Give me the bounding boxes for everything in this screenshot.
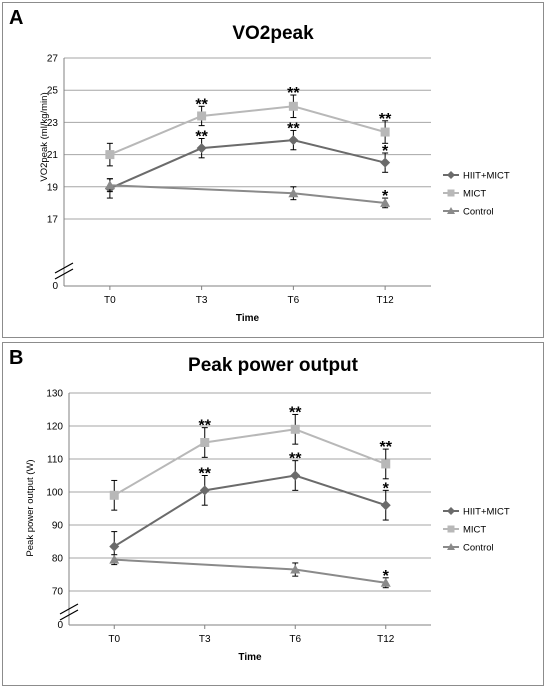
significance-mark: ** (289, 404, 302, 421)
data-point (290, 424, 300, 434)
y-tick-label: 70 (52, 587, 64, 598)
y-axis-title: VO2peak (ml/kg/min) (39, 92, 50, 181)
y-tick-label: 90 (52, 521, 64, 532)
data-point (290, 564, 301, 574)
legend-marker (447, 543, 455, 550)
significance-mark: ** (287, 85, 300, 102)
data-point (380, 127, 390, 137)
legend-label: MICT (463, 189, 486, 200)
y-tick-label: 23 (47, 118, 59, 129)
significance-mark: * (382, 143, 389, 160)
power-chart: 0 70 80 90 100 110 120 130 T0 T3 T6 T12 Time Peak pow… (25, 389, 510, 664)
significance-mark: * (383, 480, 390, 497)
data-point (380, 577, 391, 587)
legend-marker (447, 171, 455, 179)
y-tick-label: 100 (46, 488, 63, 499)
vo2peak-chart: 0 17 19 21 23 25 27 T0 T3 T6 T12 Time VO2peak (ml/kg… (39, 54, 510, 325)
significance-mark: ** (379, 111, 392, 128)
y-tick-label: 21 (47, 150, 59, 161)
significance-mark: ** (195, 96, 208, 113)
x-tick-label: T6 (288, 295, 300, 306)
significance-mark: ** (287, 120, 300, 137)
x-tick-label: T6 (289, 634, 301, 645)
series-line (109, 184, 386, 204)
axis-break-mark (54, 268, 74, 280)
panel-a: A VO2peak 0 17 19 21 23 25 27 T0 T3 T6 T12 Time VO2p… (2, 2, 544, 338)
chart-title: Peak power output (188, 355, 358, 376)
series-line (109, 105, 386, 156)
x-tick-label: T12 (377, 295, 395, 306)
legend-label: Control (463, 543, 494, 554)
x-axis-title: Time (238, 652, 262, 663)
series-line (113, 428, 387, 497)
legend-label: HIIT+MICT (463, 171, 510, 182)
series-line (113, 474, 387, 548)
data-point (380, 500, 391, 511)
data-point (380, 157, 391, 168)
axis-break-mark (59, 603, 79, 615)
y-tick-label: 19 (47, 182, 59, 193)
x-tick-label: T12 (377, 634, 395, 645)
data-point (196, 143, 207, 154)
data-point (288, 135, 299, 146)
axis-break-mark (59, 609, 79, 621)
data-point (200, 438, 210, 447)
x-tick-label: T3 (199, 634, 211, 645)
data-point (109, 541, 120, 552)
data-point (380, 197, 391, 207)
y-tick-label: 27 (47, 54, 59, 65)
series-line (114, 558, 386, 584)
axis-break-mark (54, 262, 74, 274)
data-point (197, 111, 207, 121)
x-tick-label: T0 (108, 634, 120, 645)
x-tick-label: T0 (104, 295, 116, 306)
y-tick-label: 0 (57, 620, 63, 631)
data-point (109, 490, 119, 500)
chart-title: VO2peak (232, 23, 314, 44)
legend-label: HIIT+MICT (463, 507, 510, 518)
significance-mark: ** (199, 418, 212, 435)
panel-b: B Peak power output 0 70 80 90 100 110 120 130 T… (2, 342, 544, 686)
significance-mark: ** (289, 451, 302, 468)
data-point (288, 101, 298, 111)
data-point (104, 180, 115, 190)
x-tick-label: T3 (196, 295, 208, 306)
legend-marker (447, 189, 455, 197)
data-point (199, 485, 210, 496)
data-point (105, 150, 115, 160)
y-tick-label: 80 (52, 554, 64, 565)
significance-mark: ** (195, 129, 208, 146)
legend-label: Control (463, 207, 494, 218)
legend-marker (447, 207, 455, 214)
y-tick-label: 25 (47, 86, 59, 97)
y-tick-label: 17 (47, 215, 59, 226)
y-tick-label: 130 (46, 389, 63, 400)
series-line (109, 139, 386, 190)
panel-letter: B (9, 347, 24, 369)
significance-mark: ** (199, 466, 212, 483)
legend-label: MICT (463, 525, 486, 536)
y-tick-label: 120 (46, 422, 63, 433)
y-tick-label: 0 (52, 281, 58, 292)
data-point (290, 470, 301, 481)
significance-mark: * (382, 188, 389, 205)
legend-marker (447, 525, 455, 533)
y-tick-label: 110 (47, 455, 63, 466)
x-axis-title: Time (236, 313, 260, 324)
data-point (288, 188, 299, 198)
legend-marker (447, 507, 455, 515)
panel-letter: A (9, 7, 24, 29)
y-axis-title: Peak power output (W) (25, 459, 36, 556)
data-point (109, 554, 120, 564)
data-point (381, 459, 391, 469)
significance-mark: ** (380, 439, 393, 456)
significance-mark: * (383, 568, 390, 585)
